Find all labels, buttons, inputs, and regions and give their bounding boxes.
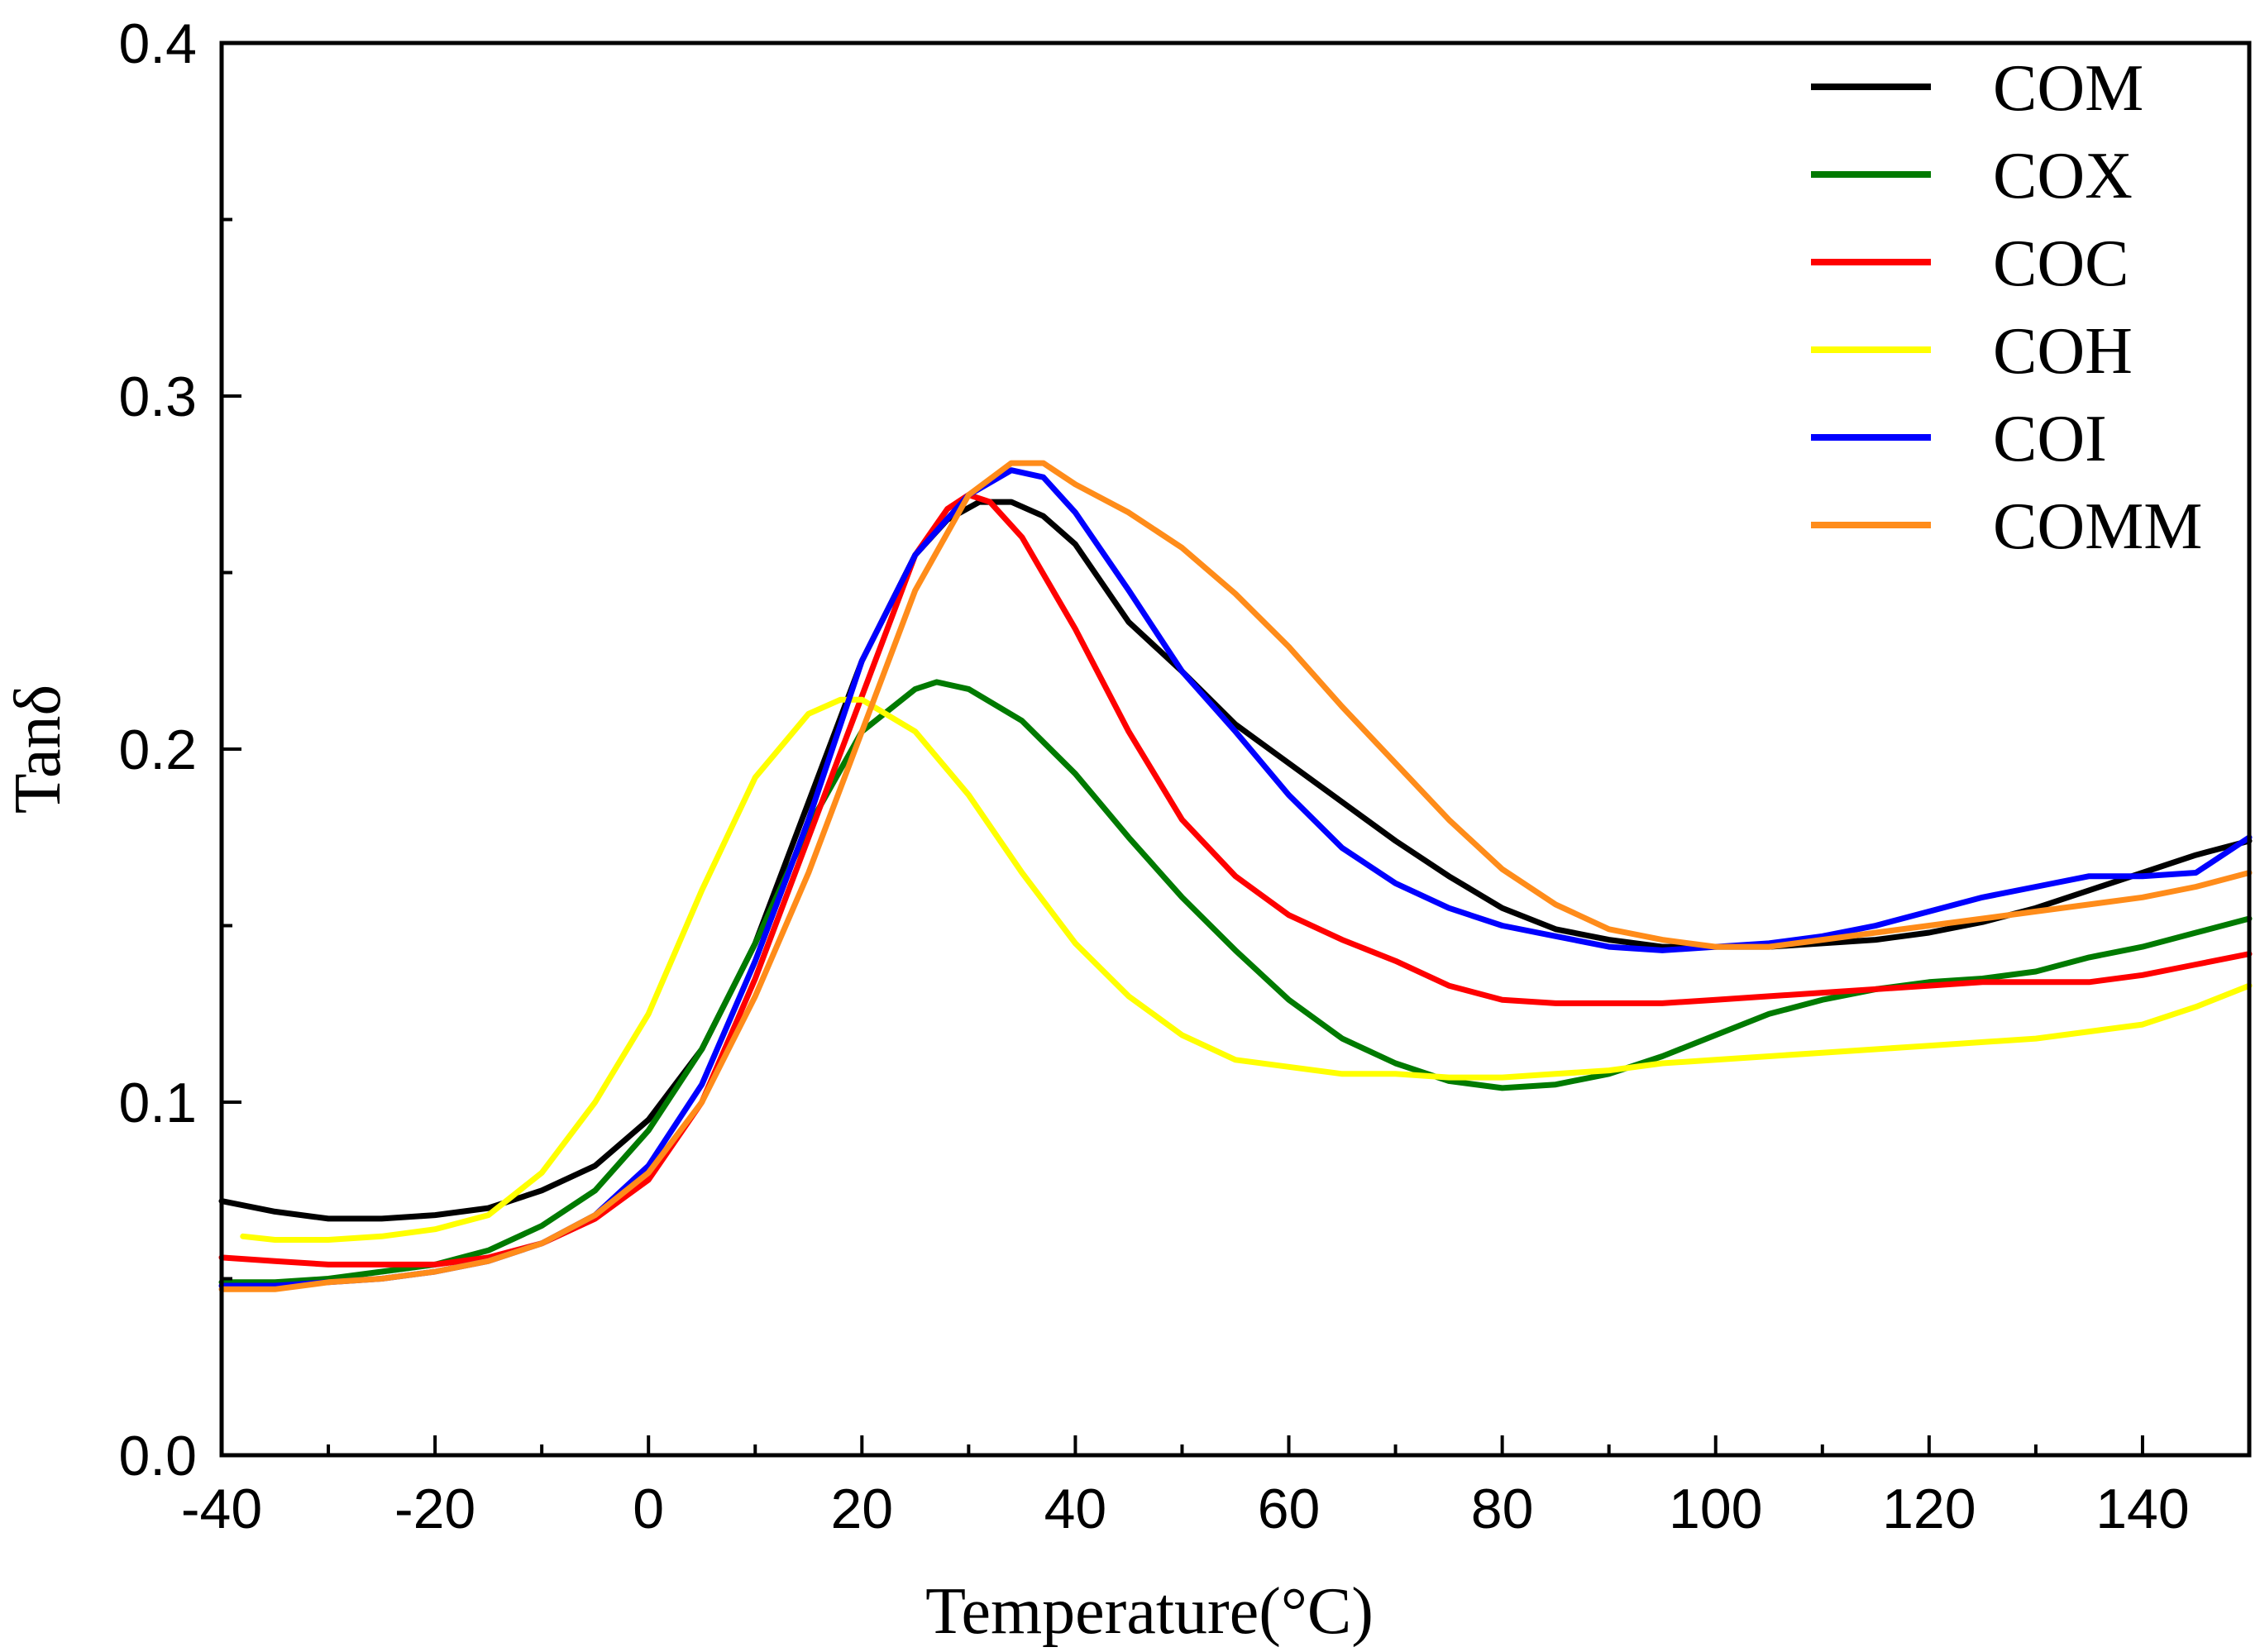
x-tick-label: 0 [633, 1478, 664, 1540]
y-axis-title: Tanδ [2, 685, 74, 814]
legend-label-comm: COMM [1993, 490, 2202, 563]
y-tick-label: 0.3 [118, 365, 197, 428]
x-tick-label: -20 [394, 1478, 475, 1540]
x-tick-label: 80 [1471, 1478, 1534, 1540]
x-tick-label: 40 [1044, 1478, 1107, 1540]
series-line-comm [218, 460, 2253, 1292]
series-line-com [218, 499, 2253, 1222]
x-tick-label: 20 [830, 1478, 893, 1540]
x-tick-label: 140 [2095, 1478, 2189, 1540]
legend-label-coh: COH [1993, 315, 2133, 388]
y-tick-label: 0.4 [118, 12, 197, 75]
x-tick-label: -40 [181, 1478, 262, 1540]
x-tick-label: 120 [1882, 1478, 1976, 1540]
y-tick-label: 0.0 [118, 1425, 197, 1487]
series-line-coh [240, 696, 2253, 1243]
y-tick-label: 0.2 [118, 719, 197, 781]
x-axis: -40 -20 0 20 40 60 80 100 120 140 [181, 1435, 2190, 1540]
x-tick-label: 60 [1258, 1478, 1321, 1540]
legend-label-com: COM [1993, 52, 2143, 125]
x-tick-label: 100 [1669, 1478, 1762, 1540]
series-lines [218, 460, 2253, 1292]
legend-label-coi: COI [1993, 403, 2107, 475]
x-axis-title: Temperature(°C) [925, 1575, 1374, 1648]
series-line-coc [218, 492, 2253, 1268]
plot-frame [219, 41, 2252, 1458]
legend-label-coc: COC [1993, 227, 2129, 300]
y-tick-label: 0.1 [118, 1072, 197, 1134]
y-axis: 0.0 0.1 0.2 0.3 0.4 [118, 12, 241, 1487]
legend: COM COX COC COH COI COMM [1811, 52, 2202, 563]
legend-label-cox: COX [1993, 140, 2133, 212]
